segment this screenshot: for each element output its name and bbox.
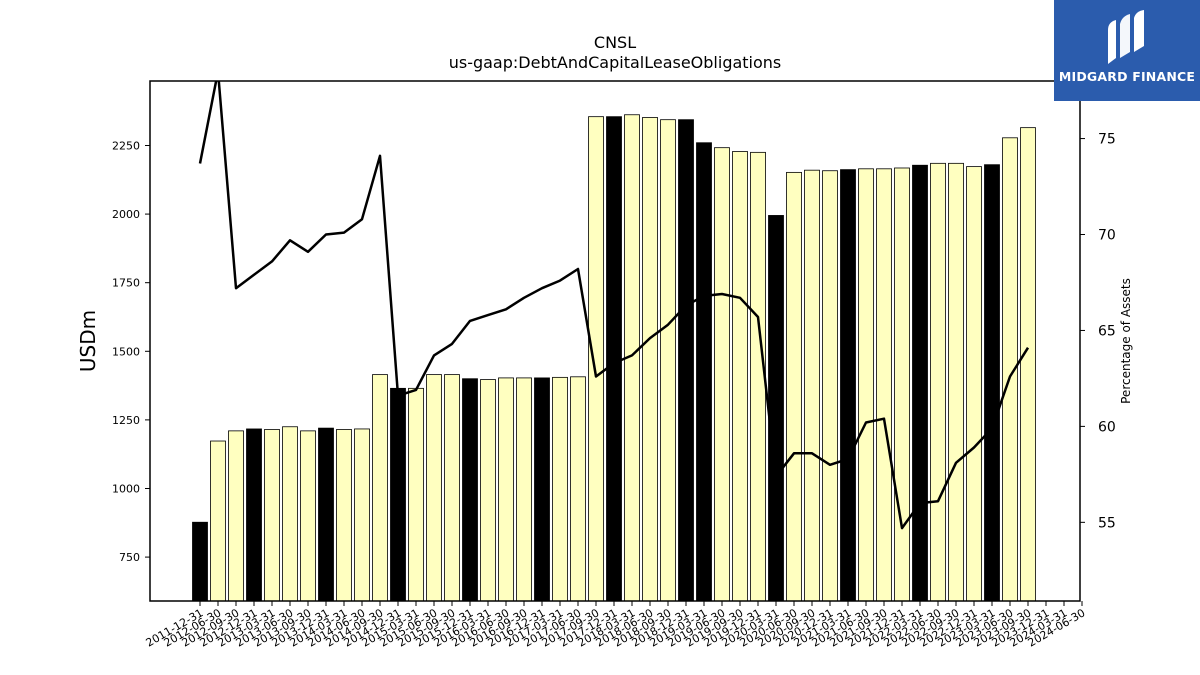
y2-tick-label: 65: [1098, 323, 1116, 339]
y-axis-right: 55 60 65 70 75: [1080, 132, 1116, 531]
chart-title: CNSL: [594, 33, 636, 52]
bar: [444, 374, 460, 602]
y-tick-label: 750: [119, 551, 140, 564]
bar: [282, 426, 298, 602]
midgard-logo-icon: [1108, 10, 1144, 64]
y2-tick-label: 55: [1098, 515, 1116, 531]
y2-axis-label: Percentage of Assets: [1119, 278, 1133, 404]
y-tick-label: 1000: [112, 482, 140, 495]
bar: [498, 377, 514, 602]
bar: [228, 430, 244, 602]
bar: [696, 142, 712, 602]
bar: [408, 387, 424, 602]
bar: [876, 168, 892, 602]
bar: [786, 171, 802, 602]
brand-logo: MIDGARD FINANCE: [1054, 0, 1200, 101]
bar: [858, 168, 874, 602]
bar: [210, 440, 226, 602]
chart-subtitle: us-gaap:DebtAndCapitalLeaseObligations: [449, 53, 782, 72]
bar: [372, 374, 388, 602]
x-axis: 2011-12-312012-06-302012-09-302012-12-31…: [144, 601, 1088, 650]
y-tick-label: 2250: [112, 139, 140, 152]
bar: [588, 116, 604, 602]
bar: [606, 116, 622, 602]
y-tick-label: 2000: [112, 208, 140, 221]
bar: [1020, 127, 1036, 602]
bar: [552, 376, 568, 602]
bar: [930, 162, 946, 602]
y-axis-left: 750 1000 1250 1500 1750 2000 2250: [112, 139, 150, 564]
bar: [714, 147, 730, 602]
percentage-line: [198, 81, 1030, 530]
bar: [480, 379, 496, 602]
bar: [336, 429, 352, 602]
bar: [462, 378, 478, 602]
y-axis-label: USDm: [76, 310, 100, 372]
bar: [750, 151, 766, 602]
line-series: [198, 81, 1030, 530]
bar: [426, 374, 442, 602]
bar-series: [192, 114, 1036, 602]
y2-tick-label: 70: [1098, 228, 1116, 244]
bar: [966, 166, 982, 602]
bar: [894, 167, 910, 602]
bar: [516, 377, 532, 602]
bar: [534, 377, 550, 602]
plot-frame: [149, 80, 1081, 602]
bar: [246, 428, 262, 602]
bar: [570, 376, 586, 602]
bar: [192, 521, 208, 602]
bar: [912, 164, 928, 602]
y2-tick-label: 60: [1098, 419, 1116, 435]
y-tick-label: 1750: [112, 277, 140, 290]
bar: [390, 387, 406, 602]
bar: [804, 169, 820, 602]
bar: [300, 430, 316, 602]
y2-tick-label: 75: [1098, 132, 1116, 148]
y-tick-label: 1250: [112, 414, 140, 427]
brand-name: MIDGARD FINANCE: [1058, 69, 1196, 84]
bar: [318, 427, 334, 602]
bar: [678, 119, 694, 602]
bar: [732, 151, 748, 602]
bar: [264, 429, 280, 602]
bar: [948, 162, 964, 602]
bar: [822, 170, 838, 602]
bar: [984, 164, 1000, 602]
bar: [840, 169, 856, 602]
bar: [768, 215, 784, 602]
bar: [354, 428, 370, 602]
bar: [642, 117, 658, 602]
y-tick-label: 1500: [112, 345, 140, 358]
bar: [660, 119, 676, 602]
